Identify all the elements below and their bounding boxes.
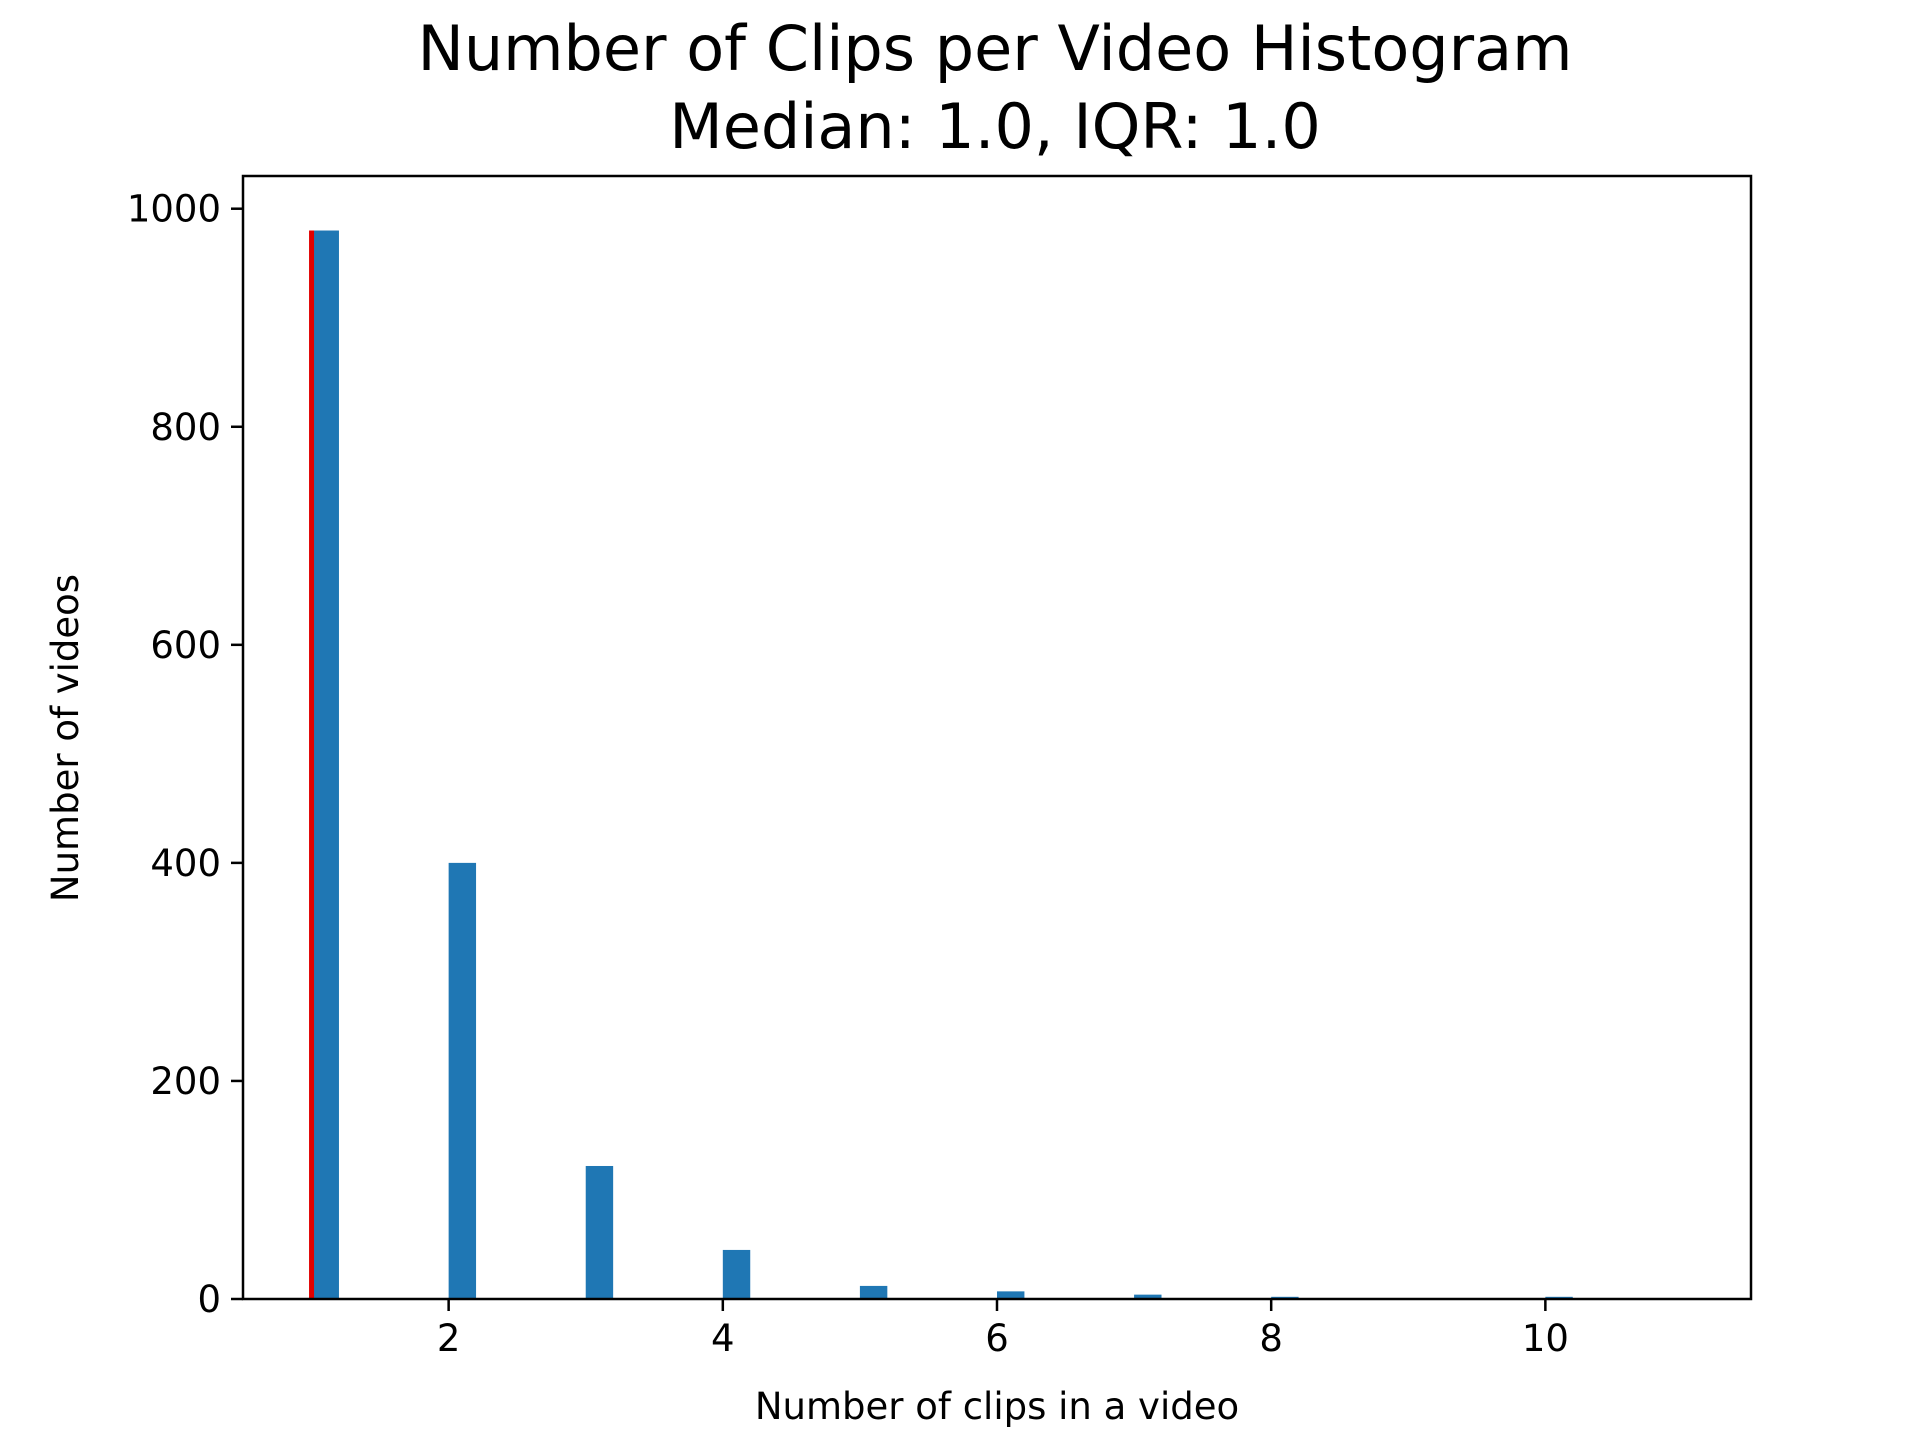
x-tick-label-8: 8 — [1259, 1317, 1283, 1360]
histogram-bar-7 — [1134, 1294, 1162, 1299]
x-tick-label-2: 2 — [437, 1317, 461, 1360]
plot-area-frame — [241, 174, 1753, 1301]
histogram-bar-6 — [997, 1291, 1025, 1299]
y-tick-label-1000: 1000 — [127, 188, 221, 231]
y-tick-label-800: 800 — [150, 406, 221, 449]
x-axis-label: Number of clips in a video — [755, 1385, 1239, 1428]
y-axis-label: Number of videos — [44, 574, 87, 902]
y-tick-label-400: 400 — [150, 842, 221, 885]
y-tick-label-0: 0 — [197, 1278, 221, 1321]
x-tick-label-6: 6 — [985, 1317, 1009, 1360]
histogram-bar-2 — [448, 862, 477, 1299]
y-tick-label-600: 600 — [150, 624, 221, 667]
histogram-bar-3 — [585, 1165, 614, 1299]
histogram-bar-1 — [311, 230, 339, 1300]
y-tick-label-200: 200 — [150, 1060, 221, 1103]
bars-layer — [311, 230, 1573, 1300]
histogram-bar-4 — [722, 1249, 751, 1299]
chart-subtitle: Median: 1.0, IQR: 1.0 — [669, 90, 1321, 163]
x-axis-ticks: 2 4 6 8 10 — [437, 1299, 1569, 1360]
x-tick-label-4: 4 — [711, 1317, 735, 1360]
chart-title: Number of Clips per Video Histogram — [417, 12, 1572, 85]
x-tick-label-10: 10 — [1522, 1317, 1569, 1360]
y-axis-ticks: 0 200 400 600 800 1000 — [127, 188, 243, 1321]
histogram-bar-5 — [859, 1285, 888, 1299]
